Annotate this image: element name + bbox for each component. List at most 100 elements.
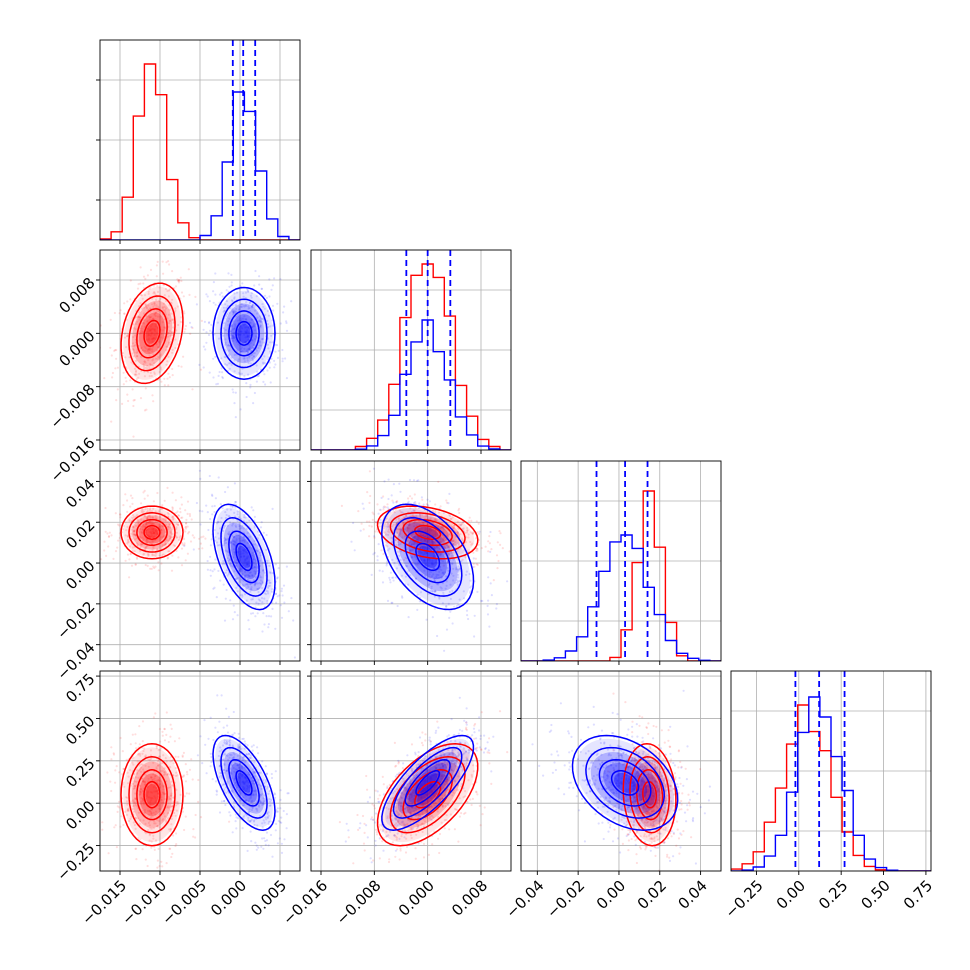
scatter-point-blue: [233, 297, 236, 300]
scatter-point-blue: [221, 507, 224, 510]
scatter-point-blue: [251, 359, 254, 362]
scatter-point-red: [378, 522, 381, 525]
scatter-point-red: [166, 360, 169, 363]
scatter-point-red: [139, 536, 142, 539]
scatter-point-blue: [231, 505, 234, 508]
scatter-point-blue: [209, 544, 212, 547]
scatter-point-red: [137, 283, 140, 286]
scatter-point-red: [156, 790, 160, 793]
scatter-point-red: [148, 354, 151, 357]
scatter-point-blue: [260, 320, 263, 323]
scatter-point-blue: [211, 505, 214, 508]
scatter-point-red: [386, 503, 389, 506]
scatter-point-red: [466, 526, 469, 530]
scatter-point-blue: [243, 516, 246, 519]
scatter-point-red: [146, 521, 149, 524]
scatter-point-blue: [258, 587, 261, 590]
scatter-point-blue: [258, 534, 261, 537]
scatter-point-red: [140, 502, 143, 505]
scatter-point-blue: [399, 530, 402, 533]
scatter-point-red: [420, 540, 423, 543]
scatter-point-red: [153, 566, 156, 570]
scatter-point-blue: [224, 549, 227, 552]
scatter-point-red: [136, 769, 139, 772]
scatter-point-blue: [256, 544, 260, 547]
scatter-point-red: [151, 522, 154, 526]
scatter-point-blue: [388, 576, 391, 579]
scatter-point-blue: [266, 323, 269, 326]
scatter-point-red: [474, 537, 478, 540]
scatter-point-red: [138, 743, 141, 746]
scatter-point-blue: [226, 333, 229, 336]
scatter-point-blue: [462, 590, 465, 593]
scatter-point-blue: [427, 539, 431, 542]
scatter-point-blue: [226, 524, 229, 527]
scatter-point-red: [158, 755, 161, 758]
scatter-point-blue: [234, 315, 238, 318]
scatter-point-red: [156, 315, 160, 318]
scatter-point-red: [157, 779, 160, 782]
scatter-point-red: [151, 791, 154, 794]
scatter-point-blue: [246, 583, 249, 586]
scatter-point-blue: [244, 305, 248, 308]
scatter-point-red: [157, 749, 160, 752]
scatter-point-blue: [210, 493, 214, 496]
scatter-point-red: [472, 532, 475, 535]
scatter-point-red: [136, 350, 139, 353]
scatter-point-blue: [248, 546, 251, 549]
scatter-point-red: [180, 503, 183, 506]
scatter-point-blue: [423, 560, 426, 563]
scatter-point-red: [174, 774, 178, 778]
scatter-point-blue: [401, 536, 404, 539]
scatter-point-red: [155, 767, 158, 770]
scatter-point-red: [151, 350, 154, 353]
scatter-point-blue: [437, 577, 440, 580]
scatter-point-red: [184, 763, 187, 766]
scatter-point-blue: [282, 809, 285, 813]
scatter-point-red: [201, 547, 204, 550]
scatter-point-red: [197, 547, 200, 550]
scatter-point-red: [155, 517, 158, 520]
scatter-point-red: [151, 539, 154, 542]
scatter-point-red: [161, 321, 164, 324]
scatter-point-blue: [245, 599, 248, 602]
scatter-point-red: [136, 557, 139, 560]
scatter-point-blue: [250, 588, 253, 591]
scatter-point-blue: [218, 544, 221, 547]
scatter-point-red: [134, 373, 137, 376]
scatter-point-blue: [455, 604, 458, 607]
scatter-point-blue: [256, 537, 259, 540]
scatter-point-blue: [253, 570, 256, 573]
scatter-point-red: [428, 531, 431, 535]
scatter-point-blue: [386, 506, 389, 509]
scatter-point-blue: [246, 350, 249, 353]
scatter-point-red: [155, 298, 158, 301]
scatter-point-blue: [261, 361, 265, 364]
scatter-point-blue: [427, 564, 430, 567]
scatter-point-blue: [285, 320, 288, 323]
scatter-point-red: [145, 533, 148, 536]
scatter-point-red: [118, 312, 121, 315]
scatter-point-blue: [419, 539, 422, 542]
scatter-point-blue: [441, 582, 444, 585]
scatter-point-red: [418, 537, 421, 540]
scatter-point-blue: [252, 355, 255, 358]
scatter-point-blue: [447, 545, 450, 549]
scatter-point-red: [169, 522, 172, 525]
scatter-point-red: [113, 826, 116, 829]
scatter-point-red: [421, 513, 424, 516]
scatter-point-blue: [243, 357, 246, 360]
scatter-point-red: [457, 542, 460, 545]
scatter-point-blue: [465, 570, 468, 573]
scatter-point-blue: [370, 573, 373, 577]
scatter-point-red: [152, 336, 155, 340]
scatter-point-blue: [259, 326, 262, 329]
scatter-point-red: [152, 530, 155, 533]
scatter-point-red: [147, 802, 150, 805]
scatter-point-red: [413, 493, 416, 496]
scatter-point-red: [116, 805, 119, 808]
scatter-point-blue: [252, 558, 255, 561]
scatter-point-red: [147, 315, 150, 318]
scatter-point-red: [149, 515, 152, 519]
scatter-point-red: [465, 541, 468, 544]
